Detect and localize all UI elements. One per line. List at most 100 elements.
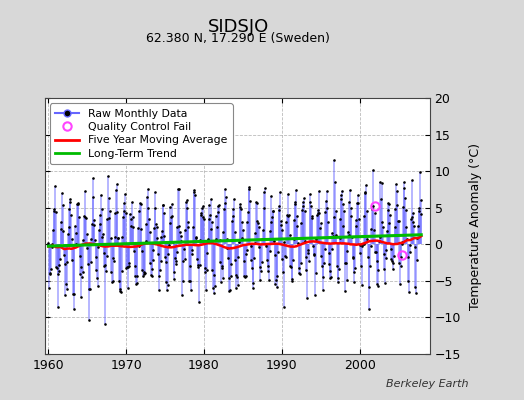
Point (121, 190, 129, 197)
Point (86, 286, 94, 292)
Point (166, 204, 174, 210)
Point (281, 254, 290, 260)
Point (374, 283, 382, 290)
Point (66, 198, 74, 205)
Point (149, 247, 158, 254)
Point (348, 233, 356, 240)
Point (167, 213, 175, 220)
Point (300, 195, 308, 202)
Point (396, 280, 404, 287)
Point (373, 281, 381, 288)
Point (363, 208, 371, 214)
Point (325, 261, 333, 268)
Point (139, 273, 147, 279)
Point (297, 220, 305, 226)
Point (348, 254, 357, 260)
Point (219, 275, 227, 281)
Point (92, 267, 101, 274)
Point (233, 274, 242, 280)
Point (330, 213, 338, 220)
Point (220, 206, 228, 212)
Point (207, 225, 215, 232)
Point (259, 189, 268, 196)
Point (261, 185, 269, 192)
Point (172, 258, 180, 265)
Point (382, 255, 390, 262)
Point (99, 230, 107, 237)
Point (410, 223, 418, 229)
Point (268, 214, 276, 220)
Point (202, 287, 210, 293)
Point (298, 207, 306, 214)
Point (308, 215, 316, 221)
Point (53, 271, 62, 278)
Point (411, 284, 420, 290)
Point (342, 260, 350, 266)
Point (344, 231, 353, 238)
Point (395, 259, 403, 266)
Point (381, 279, 389, 286)
Point (82, 215, 90, 222)
Point (339, 200, 347, 207)
Point (326, 275, 335, 281)
Point (401, 195, 409, 201)
Point (73, 201, 82, 207)
Point (409, 210, 417, 216)
Point (211, 282, 219, 289)
Point (210, 272, 219, 278)
Point (245, 186, 253, 192)
Point (179, 278, 187, 284)
Point (237, 234, 246, 241)
Point (180, 256, 189, 262)
Point (312, 236, 320, 242)
Point (229, 213, 237, 219)
Point (100, 250, 108, 257)
Point (205, 216, 213, 222)
Point (349, 255, 357, 262)
Point (225, 288, 234, 294)
Point (227, 261, 235, 267)
Point (122, 265, 130, 272)
Point (160, 233, 169, 240)
Point (328, 245, 336, 252)
Point (234, 282, 242, 288)
Point (174, 185, 182, 192)
Point (195, 262, 204, 269)
Point (306, 191, 314, 198)
Point (171, 260, 180, 267)
Point (327, 274, 335, 280)
Point (220, 229, 228, 235)
Point (156, 266, 164, 273)
Point (313, 210, 322, 217)
Point (324, 219, 332, 226)
Point (130, 273, 139, 279)
Point (409, 219, 418, 225)
Point (74, 200, 82, 206)
Point (54, 262, 63, 268)
Point (49, 206, 58, 212)
Point (412, 257, 421, 263)
Point (224, 274, 233, 281)
Point (350, 278, 358, 285)
Point (243, 247, 251, 253)
Point (108, 278, 116, 285)
Point (292, 187, 300, 194)
Point (129, 224, 138, 230)
Point (323, 188, 331, 194)
Point (392, 202, 401, 208)
Point (286, 263, 294, 269)
Point (237, 206, 245, 212)
Point (100, 263, 108, 269)
Point (168, 200, 176, 207)
Point (187, 287, 195, 293)
Point (395, 218, 403, 224)
Point (333, 275, 342, 281)
Point (102, 268, 111, 274)
Point (163, 287, 171, 293)
Point (223, 245, 232, 251)
Point (155, 287, 163, 293)
Point (226, 287, 234, 293)
Point (305, 199, 314, 206)
Point (276, 189, 284, 195)
Point (267, 193, 276, 200)
